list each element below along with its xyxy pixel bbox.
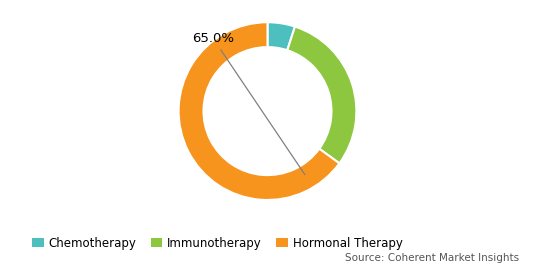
Text: 65.0%: 65.0% <box>192 32 305 175</box>
Wedge shape <box>268 22 295 50</box>
Text: Source: Coherent Market Insights: Source: Coherent Market Insights <box>345 253 519 263</box>
Legend: Chemotherapy, Immunotherapy, Hormonal Therapy: Chemotherapy, Immunotherapy, Hormonal Th… <box>27 232 407 254</box>
Wedge shape <box>179 22 339 200</box>
Wedge shape <box>287 27 356 163</box>
